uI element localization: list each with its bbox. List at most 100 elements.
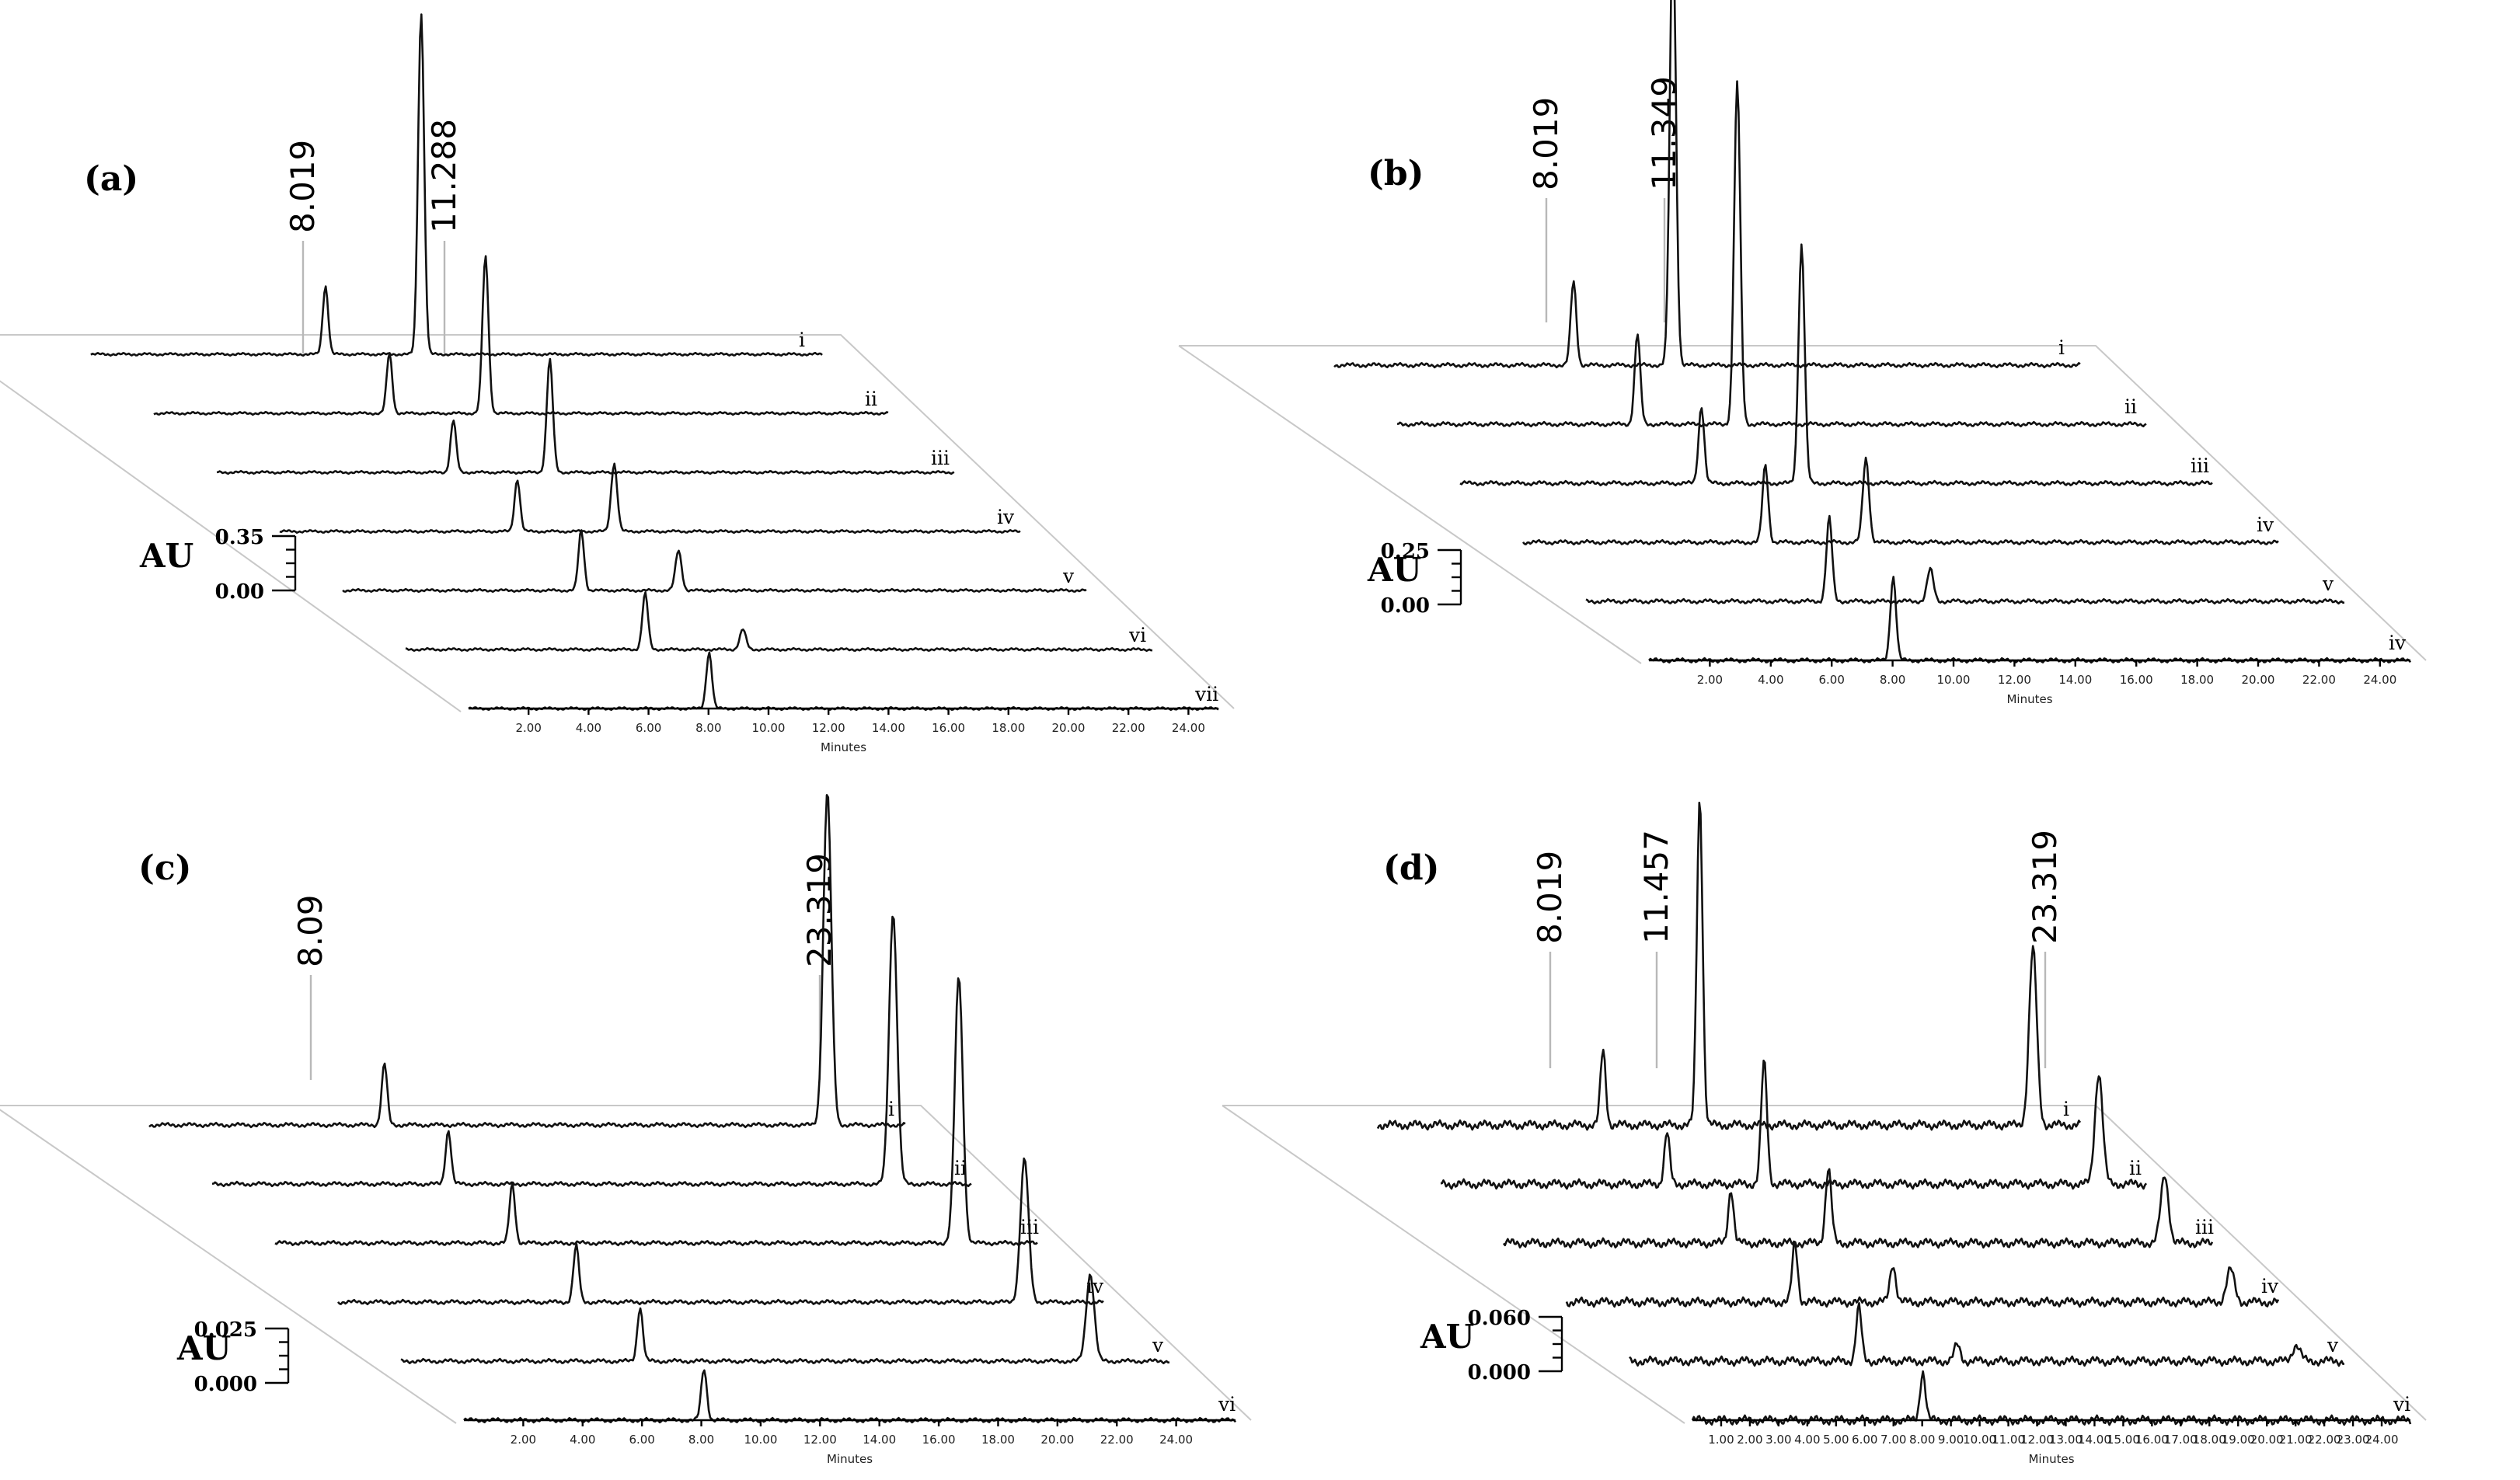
au-top-value: 0.35 <box>215 526 264 549</box>
x-tick-label: 19.00 <box>2222 1433 2255 1447</box>
x-tick-label: 24.00 <box>1159 1433 1193 1447</box>
perspective-frame <box>1222 1105 2427 1424</box>
perspective-frame <box>0 334 1235 712</box>
x-tick-label: 9.00 <box>1938 1433 1964 1447</box>
x-tick-label: 4.00 <box>576 721 601 735</box>
x-tick-label: 8.00 <box>695 721 721 735</box>
x-tick-label: 22.00 <box>1112 721 1145 735</box>
au-axis-label: AU <box>139 537 193 575</box>
x-tick-label: 4.00 <box>570 1433 595 1447</box>
x-tick-label: 20.00 <box>1040 1433 1074 1447</box>
x-tick-label: 21.00 <box>2279 1433 2313 1447</box>
x-tick-label: 8.00 <box>688 1433 714 1447</box>
x-tick-label: 12.00 <box>803 1433 837 1447</box>
au-top-value: 0.25 <box>1381 540 1430 563</box>
trace-vii <box>468 651 1219 712</box>
x-tick-label: 18.00 <box>981 1433 1015 1447</box>
x-axis: 2.00 4.00 6.00 8.00 10.00 12.00 14.00 16.00 18.0… <box>1649 659 2410 706</box>
series-label: ii <box>2129 1157 2142 1179</box>
retention-time-label: 8.019 <box>1527 97 1565 190</box>
au-axis-label: AU <box>176 1329 231 1367</box>
series-label: iv <box>2257 514 2274 536</box>
series-label: ii <box>865 388 877 410</box>
frame-left-edge <box>0 1109 457 1424</box>
x-tick-label: 10.00 <box>752 721 786 735</box>
trace-ii <box>1440 1059 2148 1190</box>
x-tick-label: 16.00 <box>2120 673 2153 687</box>
series-label: ii <box>954 1157 967 1179</box>
x-tick-label: 7.00 <box>1880 1433 1906 1447</box>
series-label: vi <box>1128 624 1146 646</box>
retention-time-label: 11.288 <box>425 119 463 233</box>
series-label: iii <box>2191 454 2209 477</box>
series-label: iv <box>2261 1275 2279 1297</box>
x-tick-label: 22.00 <box>2302 673 2336 687</box>
retention-time-label: 8.019 <box>1531 851 1569 944</box>
x-tick-label: 24.00 <box>2365 1433 2399 1447</box>
x-axis-label: Minutes <box>2006 692 2052 706</box>
x-tick-label: 22.00 <box>1100 1433 1134 1447</box>
au-bottom-value: 0.00 <box>1381 594 1430 618</box>
trace-v <box>342 529 1087 594</box>
frame-outline <box>0 1105 1252 1421</box>
trace-ii <box>153 255 889 416</box>
x-tick-label: 3.00 <box>1765 1433 1791 1447</box>
perspective-frame <box>1178 345 2427 664</box>
x-tick-label: 8.00 <box>1909 1433 1935 1447</box>
trace-i <box>90 13 823 357</box>
retention-time-label: 8.019 <box>284 140 322 233</box>
x-tick-label: 2.00 <box>511 1433 536 1447</box>
series-label: vi <box>2393 1393 2410 1416</box>
series-label: ii <box>2124 395 2137 418</box>
series-label: i <box>2058 336 2065 359</box>
x-tick-label: 12.00 <box>2020 1433 2054 1447</box>
trace-iii <box>1502 1168 2214 1249</box>
au-scale: AU 0.35 0.00 <box>139 526 297 604</box>
au-top-value: 0.025 <box>194 1318 257 1342</box>
x-tick-label: 5.00 <box>1823 1433 1849 1447</box>
x-tick-label: 16.00 <box>932 721 965 735</box>
panel-label: (a) <box>84 159 138 199</box>
x-tick-label: 14.00 <box>863 1433 896 1447</box>
trace-iv <box>1565 1241 2280 1308</box>
x-tick-label: 24.00 <box>2363 673 2396 687</box>
x-tick-label: 12.00 <box>812 721 845 735</box>
series-label: v <box>2327 1334 2339 1356</box>
x-tick-label: 10.00 <box>744 1433 777 1447</box>
x-tick-label: 11.00 <box>1992 1433 2025 1447</box>
x-tick-label: 6.00 <box>629 1433 654 1447</box>
series-label: iv <box>997 506 1015 528</box>
trace-iii <box>1459 243 2213 487</box>
au-bottom-value: 0.000 <box>1468 1361 1531 1384</box>
au-scale: AU0.060 0.000 <box>1420 1307 1563 1384</box>
x-tick-label: 14.00 <box>872 721 905 735</box>
trace-v <box>1629 1302 2344 1367</box>
trace-iii <box>274 977 1038 1247</box>
retention-time-label: 11.457 <box>1637 830 1675 944</box>
trace-vi <box>463 1369 1237 1424</box>
x-axis-label: Minutes <box>827 1452 873 1466</box>
trace-vi <box>405 591 1152 653</box>
x-tick-label: 18.00 <box>2193 1433 2226 1447</box>
panel-label: (d) <box>1383 848 1439 888</box>
trace-i <box>1333 0 2081 369</box>
x-tick-label: 10.00 <box>1963 1433 1996 1447</box>
x-tick-label: 14.00 <box>2078 1433 2111 1447</box>
trace-v <box>1585 514 2344 605</box>
trace-iv <box>279 462 1021 535</box>
x-tick-label: 16.00 <box>2135 1433 2169 1447</box>
x-axis-label: Minutes <box>821 740 866 754</box>
series-label: i <box>2063 1098 2069 1120</box>
x-tick-label: 16.00 <box>922 1433 956 1447</box>
trace-iv <box>1648 576 2412 664</box>
x-tick-label: 2.00 <box>1697 673 1723 687</box>
series-label: v <box>1152 1334 1164 1356</box>
au-bottom-value: 0.00 <box>215 580 264 604</box>
x-tick-label: 12.00 <box>1998 673 2031 687</box>
trace-ii <box>211 915 972 1188</box>
trace-ii <box>1396 80 2147 428</box>
series-label: iv <box>2389 632 2407 654</box>
